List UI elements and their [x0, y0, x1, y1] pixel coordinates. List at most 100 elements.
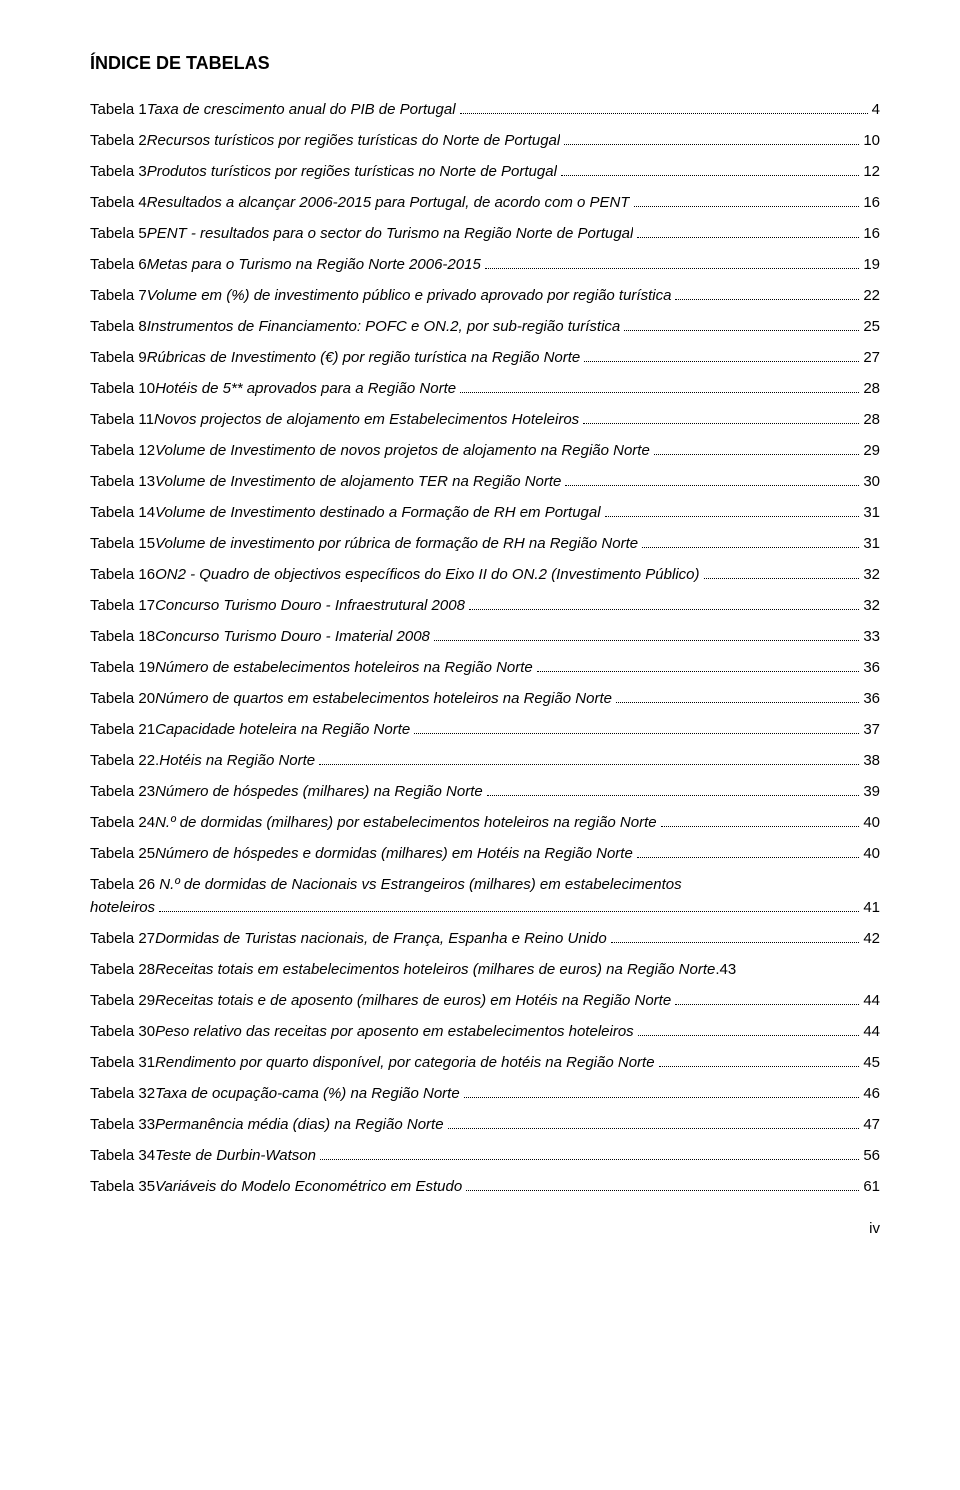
toc-desc: PENT - resultados para o sector do Turis…	[147, 223, 634, 246]
toc-label: Tabela 14	[90, 502, 155, 525]
toc-entry: Tabela 21 Capacidade hoteleira na Região…	[90, 719, 880, 742]
toc-entry: Tabela 31 Rendimento por quarto disponív…	[90, 1052, 880, 1075]
toc-page: 31	[863, 502, 880, 525]
toc-entry: Tabela 15 Volume de investimento por rúb…	[90, 533, 880, 556]
toc-dots	[414, 733, 859, 734]
toc-dots	[434, 640, 859, 641]
toc-desc: Capacidade hoteleira na Região Norte	[155, 719, 410, 742]
toc-page: 22	[863, 285, 880, 308]
toc-page: 25	[863, 316, 880, 339]
toc-desc: Permanência média (dias) na Região Norte	[155, 1114, 443, 1137]
toc-page: 44	[863, 990, 880, 1013]
toc-entry: Tabela 16 ON2 - Quadro de objectivos esp…	[90, 564, 880, 587]
page-number: iv	[90, 1218, 880, 1241]
toc-label: Tabela 13	[90, 471, 155, 494]
toc-label: Tabela 20	[90, 688, 155, 711]
toc-entry: Tabela 20 Número de quartos em estabelec…	[90, 688, 880, 711]
toc-page: 31	[863, 533, 880, 556]
toc-dots	[319, 764, 859, 765]
toc-label: Tabela 31	[90, 1052, 155, 1075]
toc-list: Tabela 1 Taxa de crescimento anual do PI…	[90, 99, 880, 1198]
toc-desc: Volume em (%) de investimento público e …	[147, 285, 672, 308]
toc-entry: Tabela 24 N.º de dormidas (milhares) por…	[90, 812, 880, 835]
toc-label: Tabela 4	[90, 192, 147, 215]
toc-desc: N.º de dormidas (milhares) por estabelec…	[155, 812, 657, 835]
toc-desc: Número de hóspedes e dormidas (milhares)…	[155, 843, 633, 866]
toc-dots	[624, 330, 859, 331]
toc-dots	[675, 1004, 859, 1005]
toc-entry: Tabela 27 Dormidas de Turistas nacionais…	[90, 928, 880, 951]
toc-page: 45	[863, 1052, 880, 1075]
toc-label: Tabela 18	[90, 626, 155, 649]
toc-label: Tabela 3	[90, 161, 147, 184]
toc-page: 10	[863, 130, 880, 153]
toc-desc: Número de quartos em estabelecimentos ho…	[155, 688, 612, 711]
toc-dots	[565, 485, 859, 486]
toc-label: Tabela 19	[90, 657, 155, 680]
toc-dots	[637, 857, 860, 858]
toc-desc: Receitas totais e de aposento (milhares …	[155, 990, 671, 1013]
toc-desc: Dormidas de Turistas nacionais, de Franç…	[155, 928, 607, 951]
toc-label: Tabela 6	[90, 254, 147, 277]
toc-dots	[675, 299, 859, 300]
toc-page: 43	[720, 959, 737, 982]
page-title: ÍNDICE DE TABELAS	[90, 50, 880, 77]
toc-dots	[320, 1159, 859, 1160]
toc-page: 40	[863, 812, 880, 835]
toc-dots	[616, 702, 859, 703]
toc-desc: Taxa de crescimento anual do PIB de Port…	[147, 99, 456, 122]
toc-page: 27	[863, 347, 880, 370]
toc-dots	[583, 423, 859, 424]
toc-desc: Variáveis do Modelo Econométrico em Estu…	[155, 1176, 462, 1199]
toc-label: Tabela 21	[90, 719, 155, 742]
toc-entry: Tabela 9 Rúbricas de Investimento (€) po…	[90, 347, 880, 370]
toc-desc: Peso relativo das receitas por aposento …	[155, 1021, 634, 1044]
toc-page: 12	[863, 161, 880, 184]
toc-entry: Tabela 30 Peso relativo das receitas por…	[90, 1021, 880, 1044]
toc-label: Tabela 10	[90, 378, 155, 401]
toc-label: Tabela 27	[90, 928, 155, 951]
toc-label: Tabela 24	[90, 812, 155, 835]
toc-entry: Tabela 29 Receitas totais e de aposento …	[90, 990, 880, 1013]
toc-desc: Instrumentos de Financiamento: POFC e ON…	[147, 316, 621, 339]
toc-dots	[654, 454, 860, 455]
toc-page: 46	[863, 1083, 880, 1106]
toc-entry: Tabela 7 Volume em (%) de investimento p…	[90, 285, 880, 308]
toc-desc: Metas para o Turismo na Região Norte 200…	[147, 254, 481, 277]
toc-label: Tabela 32	[90, 1083, 155, 1106]
toc-dots	[564, 144, 859, 145]
toc-page: 40	[863, 843, 880, 866]
toc-dots	[561, 175, 859, 176]
toc-dots	[661, 826, 860, 827]
toc-dots	[704, 578, 860, 579]
toc-label: Tabela 7	[90, 285, 147, 308]
toc-label: Tabela 23	[90, 781, 155, 804]
toc-desc: hoteleiros	[90, 897, 155, 920]
toc-dots	[637, 237, 859, 238]
toc-desc: Número de hóspedes (milhares) na Região …	[155, 781, 483, 804]
toc-page: 61	[863, 1176, 880, 1199]
toc-label: Tabela 5	[90, 223, 147, 246]
toc-label: Tabela 25	[90, 843, 155, 866]
toc-entry: Tabela 5 PENT - resultados para o sector…	[90, 223, 880, 246]
toc-dots	[464, 1097, 860, 1098]
toc-label: Tabela 15	[90, 533, 155, 556]
toc-entry: Tabela 22. Hotéis na Região Norte 38	[90, 750, 880, 773]
toc-entry: Tabela 32 Taxa de ocupação-cama (%) na R…	[90, 1083, 880, 1106]
toc-page: 32	[863, 595, 880, 618]
toc-page: 30	[863, 471, 880, 494]
toc-desc: Volume de Investimento destinado a Forma…	[155, 502, 601, 525]
toc-label: Tabela 1	[90, 99, 147, 122]
toc-dots	[460, 113, 868, 114]
toc-label: Tabela 30	[90, 1021, 155, 1044]
toc-label: Tabela 16	[90, 564, 155, 587]
toc-dots	[611, 942, 860, 943]
toc-entry: Tabela 34 Teste de Durbin-Watson 56	[90, 1145, 880, 1168]
toc-dots	[448, 1128, 860, 1129]
toc-desc: Volume de Investimento de alojamento TER…	[155, 471, 561, 494]
toc-desc: Rendimento por quarto disponível, por ca…	[155, 1052, 654, 1075]
toc-desc: Recursos turísticos por regiões turístic…	[147, 130, 561, 153]
toc-desc: Taxa de ocupação-cama (%) na Região Nort…	[155, 1083, 460, 1106]
toc-label: Tabela 17	[90, 595, 155, 618]
toc-entry: Tabela 35 Variáveis do Modelo Econométri…	[90, 1176, 880, 1199]
